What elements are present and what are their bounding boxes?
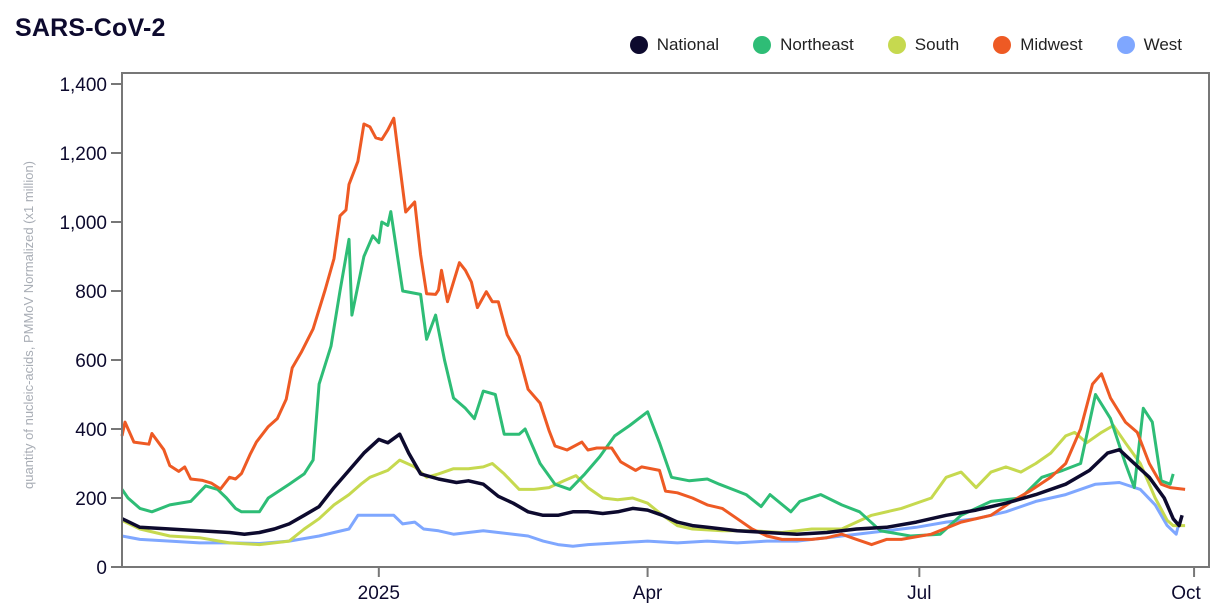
y-axis-label: quantity of nucleic-acids, PMMoV Normali… xyxy=(21,161,36,489)
y-tick-label: 1,200 xyxy=(59,144,107,165)
legend-label: National xyxy=(656,35,720,54)
x-tick-label: Apr xyxy=(633,583,663,604)
y-tick-label: 600 xyxy=(75,351,107,372)
y-tick-label: 1,400 xyxy=(59,75,107,96)
y-tick-label: 800 xyxy=(75,282,107,303)
series-line-west xyxy=(121,481,1181,548)
x-tick-label: Oct xyxy=(1171,583,1201,604)
legend-swatch xyxy=(887,36,906,54)
x-tick-label: 2025 xyxy=(358,583,400,604)
legend-swatch xyxy=(993,36,1012,54)
legend: National Northeast South Midwest West xyxy=(629,35,1182,55)
legend-label: Northeast xyxy=(780,35,854,54)
series-line-northeast xyxy=(120,210,1175,538)
series-line-national xyxy=(121,432,1184,536)
legend-label: West xyxy=(1143,35,1182,54)
legend-item-midwest[interactable]: Midwest xyxy=(993,35,1083,55)
legend-item-national[interactable]: National xyxy=(629,35,720,55)
legend-item-south[interactable]: South xyxy=(887,35,960,55)
chart-title: SARS-CoV-2 xyxy=(15,14,166,42)
y-tick-label: 1,000 xyxy=(59,213,107,234)
legend-item-northeast[interactable]: Northeast xyxy=(753,35,854,55)
series-line-midwest xyxy=(120,116,1186,547)
legend-swatch xyxy=(753,36,772,54)
y-tick-label: 400 xyxy=(75,420,107,441)
legend-label: Midwest xyxy=(1020,35,1083,54)
legend-item-west[interactable]: West xyxy=(1116,35,1182,55)
legend-label: South xyxy=(914,35,960,54)
legend-swatch xyxy=(1116,36,1135,54)
legend-swatch xyxy=(629,36,648,54)
y-tick-label: 200 xyxy=(75,489,107,510)
plot-frame xyxy=(121,72,1210,568)
x-tick-label: Jul xyxy=(907,583,931,604)
y-tick-label: 0 xyxy=(96,558,107,579)
series-line-south xyxy=(121,424,1186,547)
